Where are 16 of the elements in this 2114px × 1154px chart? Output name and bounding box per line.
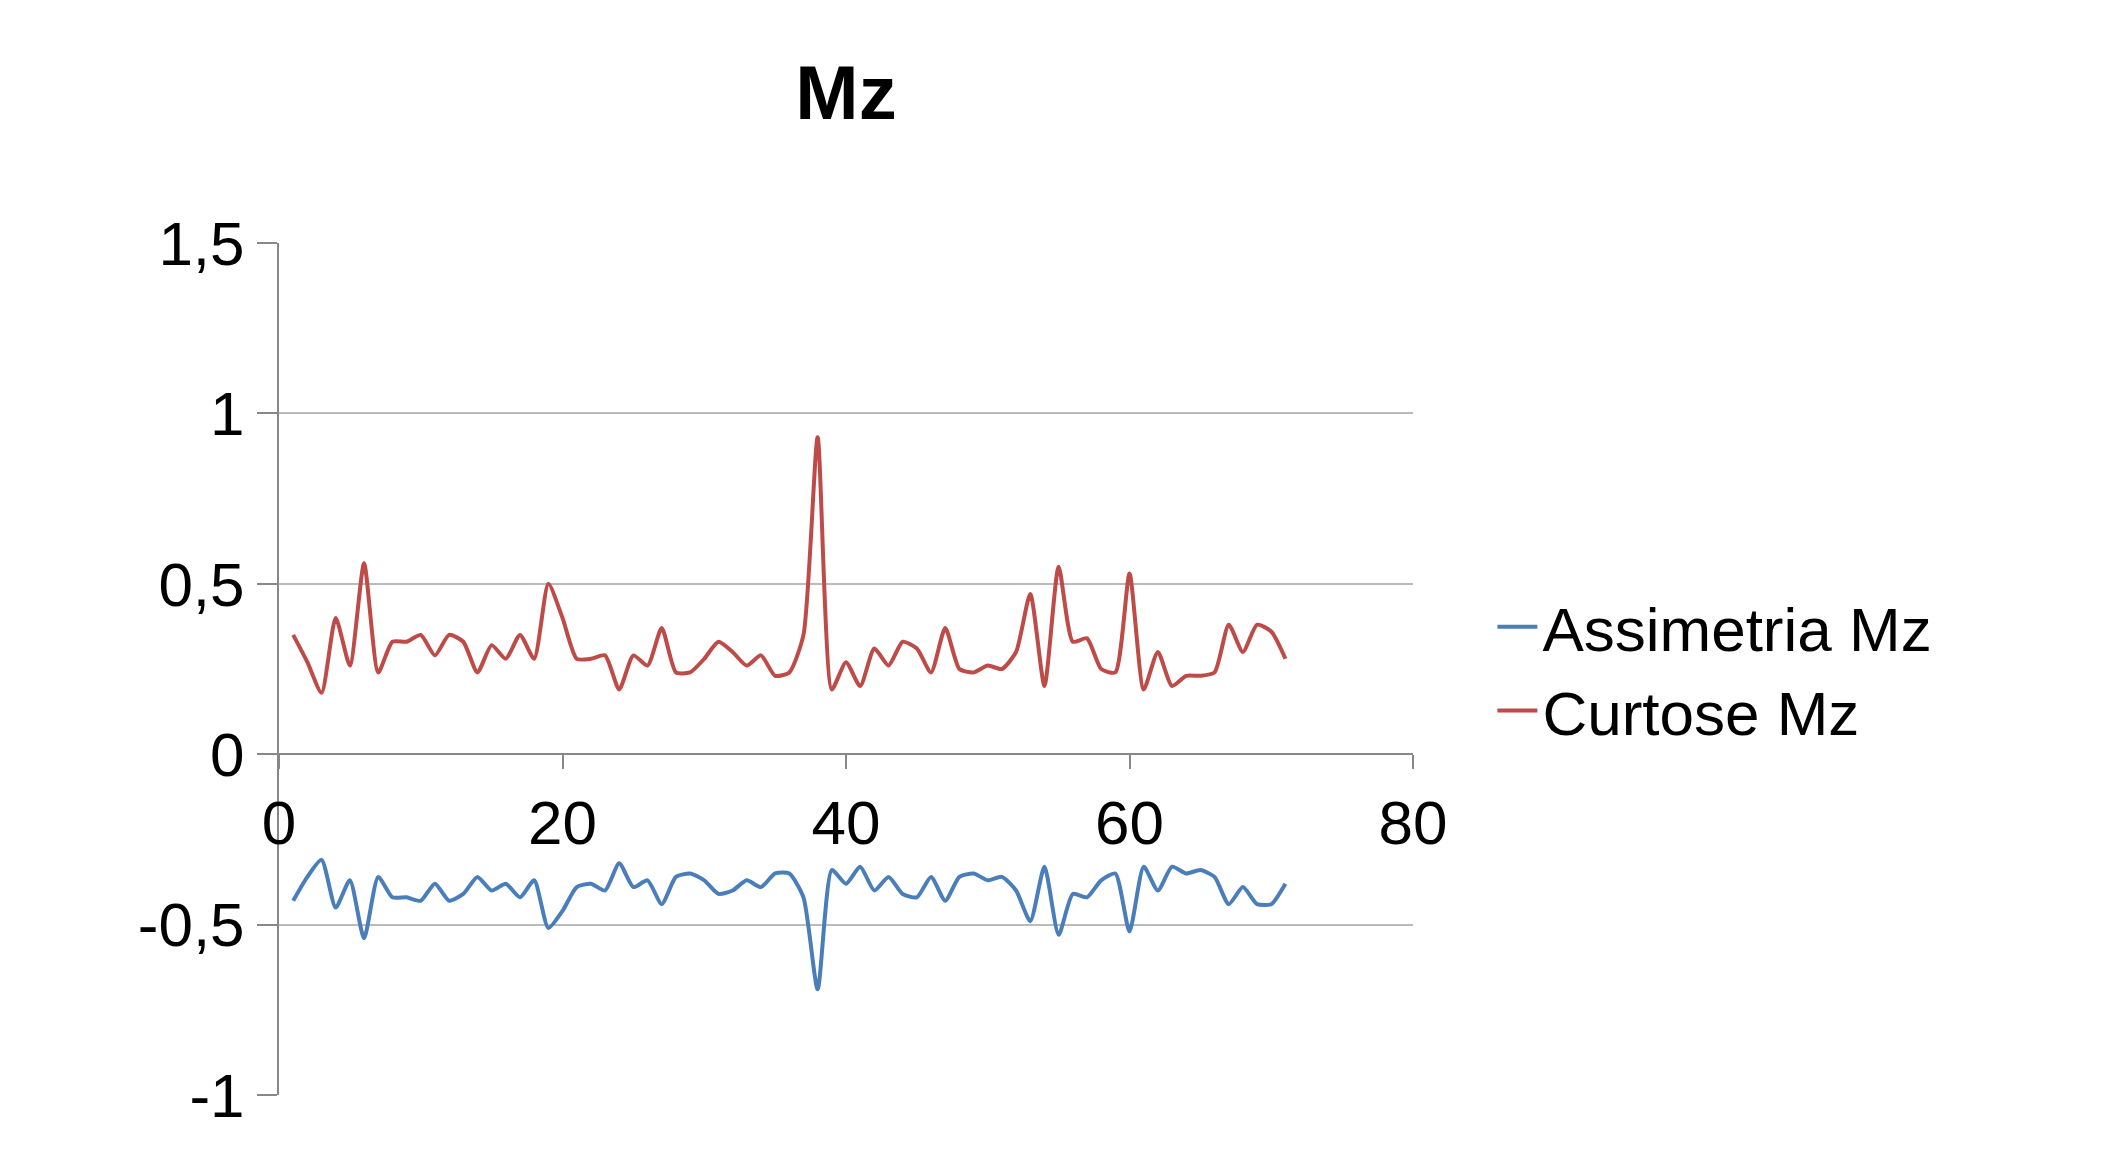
- y-tick-label: -0,5: [137, 890, 245, 960]
- line-series: [291, 435, 1288, 695]
- chart-title: Mz: [795, 49, 897, 135]
- legend-label: Assimetria Mz: [1542, 594, 1932, 664]
- y-tick-label: -1: [189, 1060, 245, 1130]
- x-tick-label: 80: [1378, 787, 1448, 857]
- x-tick-label: 40: [811, 787, 881, 857]
- x-tick-label: 20: [528, 787, 597, 857]
- y-tick-label: 1,5: [158, 208, 245, 278]
- x-tick-label: 60: [1095, 787, 1164, 857]
- x-tick-label: 0: [261, 787, 297, 857]
- line-series: [291, 857, 1288, 992]
- y-tick-label: 1: [210, 379, 245, 449]
- y-tick-label: 0: [210, 719, 245, 789]
- legend-label: Curtose Mz: [1542, 678, 1860, 748]
- y-tick-label: 0,5: [158, 549, 245, 619]
